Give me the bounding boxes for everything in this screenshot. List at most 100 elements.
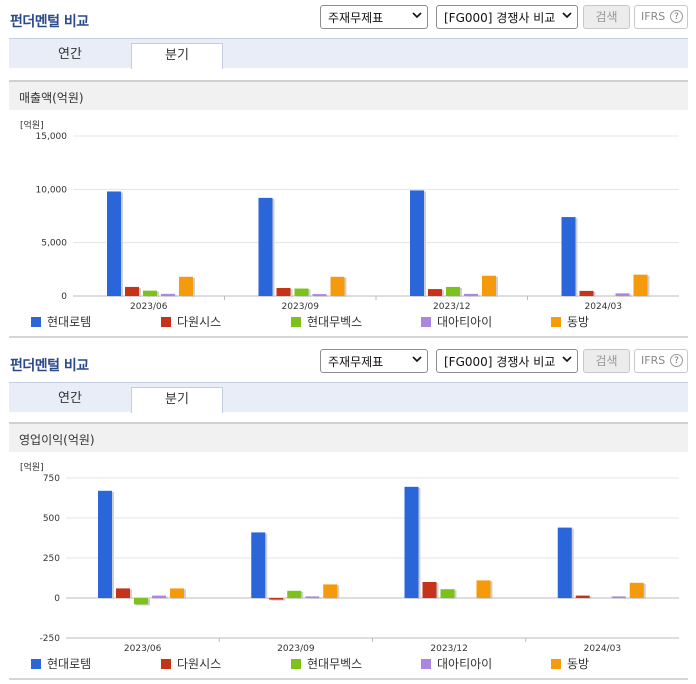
bar[interactable] [170, 588, 184, 598]
legend-swatch [421, 659, 431, 669]
tab-annual[interactable]: 연간 [58, 47, 82, 62]
bar[interactable] [276, 288, 291, 296]
bar[interactable] [258, 197, 273, 296]
help-icon[interactable]: ? [670, 10, 683, 23]
peer-select[interactable]: [FG000] 경쟁사 비교 [436, 349, 578, 373]
x-tick-label: 2023/09 [282, 302, 320, 312]
bar[interactable] [287, 590, 302, 598]
bar[interactable] [579, 290, 594, 296]
ifrs-label: IFRS [641, 354, 666, 367]
tab-quarterly[interactable]: 분기 [131, 43, 223, 69]
legend-label: 다원시스 [177, 657, 222, 671]
bar[interactable] [440, 589, 455, 598]
y-tick-label: 0 [54, 594, 60, 604]
peer-select[interactable]: [FG000] 경쟁사 비교 [436, 5, 578, 29]
bar[interactable] [312, 294, 327, 296]
bar[interactable] [125, 286, 139, 296]
bar[interactable] [404, 486, 419, 598]
ifrs-button[interactable]: IFRS ? [634, 349, 688, 373]
legend-item[interactable]: 현대무벡스 [291, 313, 362, 330]
x-tick-label: 2024/03 [584, 644, 621, 654]
legend-label: 현대무벡스 [307, 315, 363, 329]
legend-item[interactable]: 동방 [551, 313, 589, 330]
metric-title: 매출액(억원) [19, 91, 84, 105]
legend-item[interactable]: 대아티아이 [421, 313, 492, 330]
bar[interactable] [575, 595, 590, 598]
chart-legend: 현대로템 다원시스 현대무벡스 대아티아이 동방 [0, 313, 696, 331]
bar[interactable] [410, 190, 424, 296]
bar[interactable] [330, 276, 345, 296]
statement-select-value: 주재무제표 [328, 11, 384, 25]
x-tick-label: 2023/09 [277, 644, 315, 654]
fundamental-compare-sales: 펀더멘털 비교 주재무제표 [FG000] 경쟁사 비교 검색 IFRS ? 연… [0, 0, 696, 340]
bar[interactable] [305, 596, 320, 598]
bar-shadow [613, 597, 628, 599]
metric-header: 매출액(억원) [9, 80, 688, 110]
bar[interactable] [629, 582, 644, 598]
metric-title: 영업이익(억원) [19, 433, 95, 447]
x-tick-label: 2024/03 [585, 302, 622, 312]
bar[interactable] [323, 584, 338, 598]
tab-quarterly[interactable]: 분기 [131, 387, 223, 413]
bar[interactable] [557, 527, 572, 598]
bar[interactable] [98, 490, 112, 598]
bar[interactable] [107, 191, 121, 296]
bar[interactable] [464, 293, 478, 296]
bar[interactable] [482, 275, 496, 296]
ifrs-button[interactable]: IFRS ? [634, 5, 688, 29]
search-button[interactable]: 검색 [583, 5, 630, 29]
statement-select[interactable]: 주재무제표 [320, 349, 428, 373]
legend-item[interactable]: 다원시스 [161, 313, 221, 330]
chevron-down-icon [562, 12, 572, 19]
bar-shadow [307, 597, 322, 599]
section-divider [9, 678, 688, 680]
legend-item[interactable]: 현대무벡스 [291, 655, 362, 672]
bar[interactable] [611, 596, 626, 598]
bar[interactable] [561, 217, 576, 296]
ifrs-label: IFRS [641, 10, 666, 23]
x-tick-label: 2023/12 [430, 644, 467, 654]
bar[interactable] [179, 276, 193, 296]
bar[interactable] [294, 288, 309, 296]
legend-label: 대아티아이 [437, 657, 493, 671]
bar[interactable] [161, 293, 175, 296]
section-divider [9, 336, 688, 338]
bar[interactable] [143, 290, 157, 296]
search-button[interactable]: 검색 [583, 349, 630, 373]
bar[interactable] [422, 582, 437, 598]
bar[interactable] [428, 289, 442, 296]
chevron-down-icon [562, 356, 572, 363]
legend-item[interactable]: 현대로템 [31, 313, 91, 330]
bar[interactable] [152, 595, 166, 598]
section-title: 펀더멘털 비교 [10, 14, 89, 30]
period-tabs: 연간 분기 [9, 382, 688, 413]
bar[interactable] [476, 580, 491, 598]
unit-label: [억원] [20, 463, 44, 473]
x-tick-label: 2023/06 [124, 644, 162, 654]
legend-swatch [161, 659, 171, 669]
statement-select[interactable]: 주재무제표 [320, 5, 428, 29]
bar[interactable] [251, 532, 266, 598]
legend-item[interactable]: 대아티아이 [421, 655, 492, 672]
bar[interactable] [116, 588, 130, 598]
x-tick-label: 2023/06 [130, 302, 168, 312]
legend-label: 동방 [567, 657, 590, 671]
legend-label: 현대로템 [47, 657, 92, 671]
legend-label: 현대로템 [47, 315, 92, 329]
legend-item[interactable]: 다원시스 [161, 655, 221, 672]
legend-item[interactable]: 동방 [551, 655, 589, 672]
chart-legend: 현대로템 다원시스 현대무벡스 대아티아이 동방 [0, 655, 696, 673]
bar[interactable] [446, 286, 460, 296]
legend-item[interactable]: 현대로템 [31, 655, 91, 672]
y-tick-label: 500 [43, 514, 60, 524]
peer-select-value: [FG000] 경쟁사 비교 [444, 11, 556, 25]
tab-annual[interactable]: 연간 [58, 391, 82, 406]
y-tick-label: -250 [40, 634, 61, 644]
bar[interactable] [633, 274, 648, 296]
y-tick-label: 0 [61, 292, 67, 302]
bar[interactable] [615, 293, 630, 296]
bar[interactable] [269, 598, 284, 600]
legend-swatch [31, 659, 41, 669]
help-icon[interactable]: ? [670, 354, 683, 367]
bar[interactable] [134, 598, 148, 605]
